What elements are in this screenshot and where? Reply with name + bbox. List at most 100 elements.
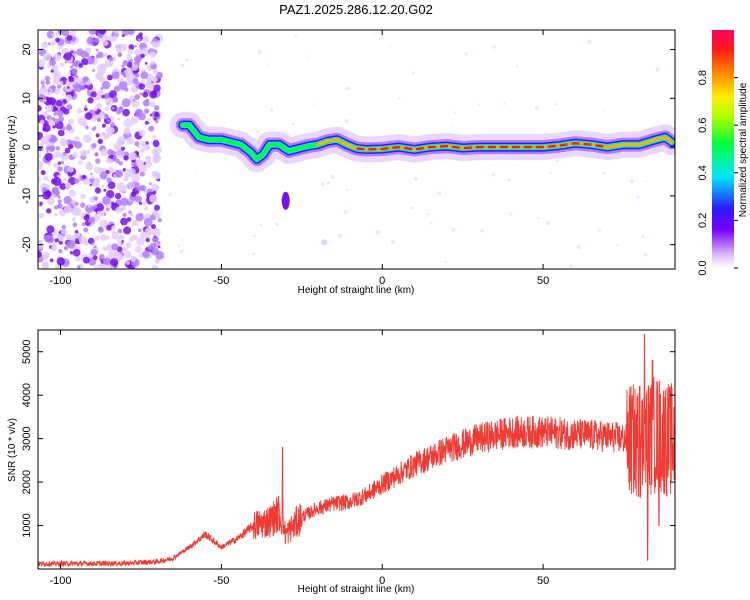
noise-blob bbox=[101, 132, 105, 137]
noise-blob bbox=[123, 175, 129, 182]
noise-blob bbox=[70, 30, 77, 36]
noise-blob bbox=[140, 231, 147, 239]
noise-blob bbox=[57, 199, 62, 204]
noise-speckle bbox=[337, 233, 343, 238]
colorbar-gradient bbox=[712, 30, 734, 268]
noise-blob bbox=[83, 227, 89, 233]
noise-blob bbox=[54, 88, 61, 95]
noise-blob bbox=[91, 143, 97, 148]
noise-blob bbox=[108, 90, 117, 99]
noise-blob bbox=[71, 207, 80, 216]
noise-blob bbox=[123, 226, 132, 235]
noise-blob bbox=[64, 182, 72, 189]
noise-blob bbox=[74, 83, 83, 93]
noise-speckle bbox=[555, 159, 559, 162]
noise-speckle bbox=[269, 108, 274, 112]
noise-blob bbox=[81, 222, 86, 227]
noise-speckle bbox=[178, 244, 181, 248]
noise-blob bbox=[90, 91, 97, 98]
noise-blob bbox=[44, 75, 51, 81]
noise-blob bbox=[60, 152, 69, 161]
noise-blob bbox=[138, 83, 146, 90]
noise-blob bbox=[139, 164, 148, 173]
noise-blob bbox=[95, 133, 100, 138]
noise-blob bbox=[72, 81, 76, 85]
noise-blob bbox=[140, 79, 145, 84]
noise-blob bbox=[40, 170, 46, 176]
noise-blob bbox=[72, 249, 81, 257]
noise-blob bbox=[67, 123, 71, 127]
noise-speckle bbox=[346, 188, 349, 191]
noise-blob bbox=[65, 94, 73, 102]
noise-blob bbox=[142, 91, 149, 98]
noise-speckle bbox=[546, 221, 551, 226]
noise-blob bbox=[107, 74, 113, 81]
noise-blob bbox=[117, 241, 122, 246]
noise-blob bbox=[54, 118, 60, 124]
noise-blob bbox=[38, 152, 41, 159]
noise-blob bbox=[67, 166, 74, 173]
noise-speckle bbox=[602, 171, 606, 175]
noise-blob bbox=[66, 104, 73, 111]
colorbar-tick-label: 0.2 bbox=[697, 213, 709, 228]
noise-blob bbox=[105, 235, 110, 240]
noise-blob bbox=[107, 181, 116, 189]
noise-blob bbox=[102, 246, 106, 250]
noise-blob bbox=[134, 108, 144, 117]
noise-blob bbox=[153, 111, 160, 118]
noise-blob bbox=[88, 30, 97, 35]
noise-blob bbox=[134, 179, 138, 183]
noise-blob bbox=[53, 107, 57, 111]
noise-speckle bbox=[349, 207, 352, 210]
noise-blob bbox=[130, 255, 137, 262]
noise-blob bbox=[38, 105, 42, 112]
noise-blob bbox=[140, 71, 149, 80]
noise-blob bbox=[144, 120, 149, 125]
noise-blob bbox=[56, 100, 63, 107]
noise-speckle bbox=[587, 39, 592, 44]
noise-blob bbox=[157, 241, 161, 245]
noise-blob bbox=[68, 118, 74, 125]
noise-blob bbox=[80, 193, 86, 200]
noise-blob bbox=[49, 258, 54, 263]
noise-blob bbox=[123, 155, 129, 161]
noise-blob bbox=[63, 205, 72, 214]
noise-blob bbox=[92, 115, 97, 119]
noise-blob bbox=[98, 111, 107, 120]
noise-speckle bbox=[629, 179, 635, 184]
noise-blob bbox=[142, 250, 150, 259]
noise-blob bbox=[58, 209, 66, 217]
noise-blob bbox=[69, 48, 73, 52]
noise-blob bbox=[152, 228, 161, 237]
noise-blob bbox=[120, 197, 129, 206]
noise-blob bbox=[75, 256, 81, 262]
noise-blob bbox=[45, 133, 52, 140]
noise-blob bbox=[72, 61, 77, 67]
noise-speckle bbox=[534, 106, 539, 111]
noise-blob bbox=[139, 171, 145, 177]
noise-blob bbox=[48, 145, 55, 152]
spec-ytick-label: -20 bbox=[21, 237, 33, 253]
noise-blob bbox=[50, 69, 54, 73]
noise-speckle bbox=[266, 63, 269, 66]
noise-speckle bbox=[549, 171, 552, 174]
noise-blob bbox=[87, 97, 94, 104]
noise-blob bbox=[45, 146, 50, 151]
noise-blob bbox=[90, 248, 98, 256]
noise-speckle bbox=[343, 210, 348, 214]
noise-blob bbox=[142, 200, 148, 206]
noise-blob bbox=[68, 71, 71, 75]
noise-blob bbox=[116, 237, 121, 242]
noise-blob bbox=[122, 189, 126, 193]
noise-blob bbox=[116, 44, 120, 49]
noise-blob bbox=[38, 201, 43, 206]
spec-xtick-label: -100 bbox=[50, 275, 72, 287]
noise-blob bbox=[74, 201, 79, 206]
noise-blob bbox=[84, 112, 93, 120]
noise-blob bbox=[103, 188, 107, 192]
noise-speckle bbox=[444, 260, 447, 264]
noise-speckle bbox=[345, 86, 350, 91]
noise-blob bbox=[52, 70, 62, 80]
noise-blob bbox=[138, 38, 141, 41]
